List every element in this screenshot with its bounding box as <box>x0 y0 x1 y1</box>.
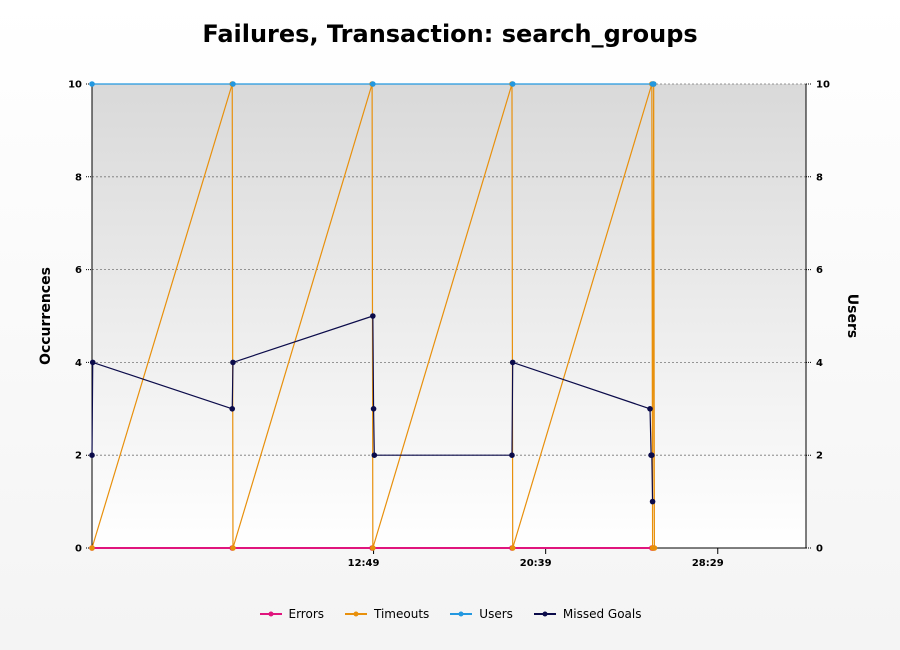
data-point-missed-goals <box>89 359 96 366</box>
data-point-missed-goals <box>371 452 378 459</box>
y-tick-label: 10 <box>68 80 82 91</box>
y-tick-label: 2 <box>75 451 82 462</box>
data-point-missed-goals <box>509 359 516 366</box>
data-point-missed-goals <box>649 452 655 459</box>
legend-item-timeouts: Timeouts <box>344 607 429 621</box>
data-point-missed-goals <box>370 313 376 319</box>
y-tick-label: 8 <box>75 172 82 183</box>
data-point-timeouts <box>509 545 516 551</box>
legend-swatch-errors <box>259 611 282 617</box>
y2-tick-label: 0 <box>816 544 823 555</box>
legend-swatch-users <box>450 611 473 617</box>
data-point-timeouts <box>230 545 236 551</box>
legend: Errors Timeouts Users Missed Goals <box>0 607 900 621</box>
data-point-users <box>370 81 376 87</box>
y-axis-title: Occurrences <box>38 267 54 365</box>
data-point-missed-goals <box>649 498 656 505</box>
data-point-missed-goals <box>370 406 377 412</box>
series-layer <box>89 81 658 551</box>
data-point-users <box>509 81 516 87</box>
y-tick-label: 4 <box>75 358 82 369</box>
legend-swatch-missed-goals <box>533 611 556 617</box>
legend-label: Timeouts <box>374 607 430 621</box>
legend-swatch-timeouts <box>345 611 368 617</box>
legend-label: Errors <box>288 607 325 621</box>
y2-tick-label: 8 <box>816 172 823 183</box>
legend-label: Users <box>479 607 513 621</box>
data-point-timeouts <box>89 545 95 551</box>
x-tick-label: 20:39 <box>520 558 552 569</box>
y2-tick-label: 4 <box>816 358 823 369</box>
x-tick-label: 28:29 <box>692 558 724 569</box>
y2-tick-label: 6 <box>816 265 823 276</box>
data-point-timeouts <box>651 545 658 551</box>
plot-area <box>92 84 806 548</box>
chart-title: Failures, Transaction: search_groups <box>202 20 698 48</box>
y-tick-label: 0 <box>75 544 82 555</box>
data-point-timeouts <box>370 545 376 551</box>
legend-label: Missed Goals <box>562 607 642 621</box>
data-point-missed-goals <box>509 452 515 459</box>
data-point-users <box>650 81 657 87</box>
data-point-missed-goals <box>229 406 236 412</box>
data-point-users <box>89 81 95 87</box>
data-point-users <box>230 81 236 87</box>
x-tick-label: 12:49 <box>348 558 380 569</box>
legend-item-errors: Errors <box>259 607 325 621</box>
legend-item-missed-goals: Missed Goals <box>533 607 642 621</box>
data-point-missed-goals <box>89 452 95 459</box>
y-tick-label: 6 <box>75 265 82 276</box>
data-point-missed-goals <box>647 406 653 412</box>
series-missed-goals <box>89 313 656 505</box>
y2-tick-label: 10 <box>816 80 830 91</box>
legend-item-users: Users <box>449 607 513 621</box>
data-point-missed-goals <box>230 359 236 366</box>
series-users <box>89 81 657 87</box>
y2-axis-title: Users <box>844 294 860 338</box>
y2-tick-label: 2 <box>816 451 823 462</box>
